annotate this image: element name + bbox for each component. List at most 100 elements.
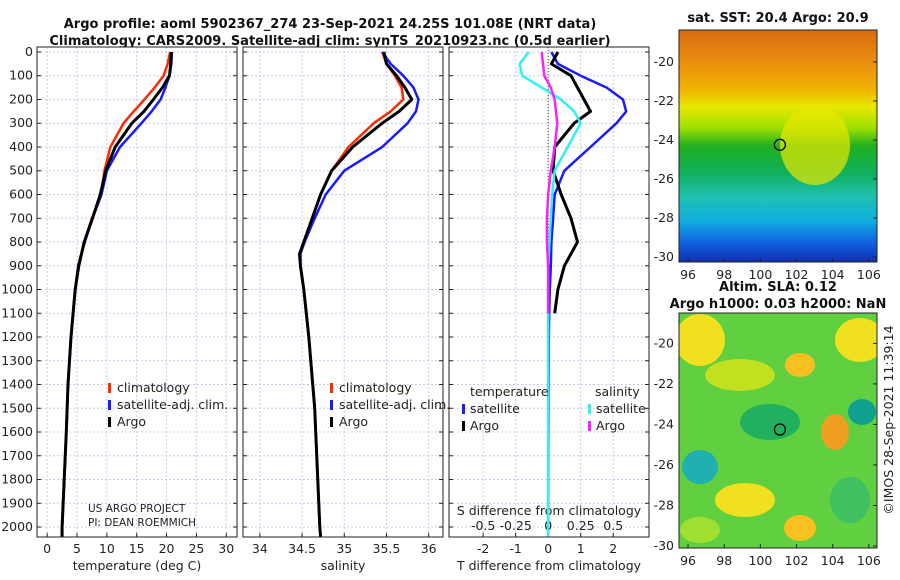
lon-tick-label: 106 (857, 267, 881, 282)
legend-label: Argo (596, 418, 625, 433)
legend-swatch (108, 417, 111, 427)
y-tick-label: 800 (9, 234, 33, 249)
panel-3: -2 -1 0 1 2 T difference from climatology -0.5… (448, 46, 650, 573)
x-tick-label: 10 (99, 541, 115, 556)
plot-frame (242, 46, 444, 538)
y-tick-label: 500 (9, 163, 33, 178)
lon-tick-label: 102 (785, 267, 809, 282)
panel-2: 34 34.5 35 35.5 36 salinity climatology satelli… (242, 46, 450, 573)
x-tick-label: 35.5 (373, 541, 401, 556)
y-tick-label: 900 (9, 258, 33, 273)
argo-location-marker (773, 138, 787, 151)
legend-swatch (330, 400, 333, 410)
x-tick-label: 0 (544, 541, 552, 556)
lon-tick-label: 96 (680, 553, 696, 568)
s-tick-label: 0.25 (567, 518, 595, 533)
map-1-axes: 96 98 100 102 104 106 -20 -22 -24 -26 -28 -30 (654, 29, 881, 282)
timestamp: ©IMOS 28-Sep-2021 11:39:14 (881, 325, 896, 514)
s-tick-label: -0.5 (471, 518, 495, 533)
x-tick-label: 0 (43, 541, 51, 556)
title-line-1: Argo profile: aoml 5902367_274 23-Sep-20… (64, 17, 597, 32)
legend-label: satellite (596, 401, 646, 416)
x-tick-label: 34 (252, 541, 268, 556)
y-tick-label: 100 (9, 68, 33, 83)
legend-label: satellite-adj. clim. (339, 397, 450, 412)
x-tick-label: -1 (509, 541, 521, 556)
y-tick-label: 600 (9, 186, 33, 201)
lat-tick-label: -30 (654, 249, 674, 264)
legend-swatch (588, 404, 591, 414)
lon-tick-label: 104 (821, 267, 845, 282)
panel-1: 0100200300400500600700800900100011001200… (1, 44, 238, 573)
credit-line-1: US ARGO PROJECT (88, 503, 186, 515)
x-axis-label: T difference from climatology (456, 558, 642, 573)
x-tick-label: -2 (477, 541, 489, 556)
lon-tick-label: 102 (785, 553, 809, 568)
lat-tick-label: -20 (654, 335, 674, 350)
series-argo (298, 51, 414, 538)
map-frame (678, 312, 878, 549)
lat-tick-label: -30 (654, 538, 674, 553)
y-tick-label: 1800 (1, 472, 33, 487)
y-tick-label: 1600 (1, 424, 33, 439)
legend-label: satellite-adj. clim. (117, 397, 228, 412)
legend-label: Argo (470, 418, 499, 433)
plot-frame (448, 46, 650, 538)
legend-label: Argo (339, 414, 368, 429)
y-tick-label: 1100 (1, 305, 33, 320)
map-2-axes: 96 98 100 102 104 106 -20 -22 -24 -26 -28 -30 (654, 312, 881, 568)
x-tick-label: 1 (577, 541, 585, 556)
legend-label: Argo (117, 414, 146, 429)
series-argo (60, 51, 173, 537)
y-tick-label: 1000 (1, 282, 33, 297)
map-frame (678, 29, 878, 263)
legend-swatch (330, 417, 333, 427)
y-tick-label: 400 (9, 139, 33, 154)
legend-swatch (108, 383, 111, 393)
legend-swatch (462, 404, 465, 414)
legend-title-temperature: temperature (470, 384, 549, 399)
legend-swatch (108, 400, 111, 410)
y-tick-label: 2000 (1, 519, 33, 534)
title-line-2: Climatology: CARS2009. Satellite-adj cli… (49, 34, 610, 49)
lon-tick-label: 98 (716, 267, 732, 282)
lon-tick-label: 104 (821, 553, 845, 568)
y-tick-label: 700 (9, 210, 33, 225)
argo-location-marker (773, 423, 787, 436)
lat-tick-label: -28 (654, 497, 674, 512)
x-tick-label: 25 (188, 541, 204, 556)
x-axis-label: temperature (deg C) (73, 558, 202, 573)
y-tick-label: 1500 (1, 400, 33, 415)
credit-line-2: PI: DEAN ROEMMICH (88, 517, 196, 529)
s-tick-label: -0.25 (499, 518, 531, 533)
y-tick-label: 1400 (1, 377, 33, 392)
lat-tick-label: -26 (654, 457, 674, 472)
lat-tick-label: -24 (654, 132, 674, 147)
x-tick-label: 5 (73, 541, 81, 556)
x-tick-label: 15 (129, 541, 145, 556)
lat-tick-label: -22 (654, 93, 674, 108)
lon-tick-label: 106 (857, 553, 881, 568)
legend-label: climatology (117, 380, 190, 395)
y-tick-label: 1700 (1, 448, 33, 463)
series-s-argo (540, 51, 559, 314)
sst-map-title: sat. SST: 20.4 Argo: 20.9 (687, 11, 868, 26)
lat-tick-label: -28 (654, 210, 674, 225)
x-axis-label: salinity (321, 558, 366, 573)
plot-area (243, 47, 443, 537)
lat-tick-label: -26 (654, 171, 674, 186)
lon-tick-label: 96 (680, 267, 696, 282)
sla-map-title-1: Altim. SLA: 0.12 (719, 280, 837, 295)
x-tick-label: 2 (609, 541, 617, 556)
series-s-satellite (518, 51, 582, 537)
s-tick-label: 0.5 (603, 518, 623, 533)
lon-tick-label: 98 (716, 553, 732, 568)
x-tick-label: 35 (336, 541, 352, 556)
sst-warm-patch (780, 105, 850, 185)
y-tick-label: 200 (9, 91, 33, 106)
y-tick-label: 1200 (1, 329, 33, 344)
sla-map-title-2: Argo h1000: 0.03 h2000: NaN (670, 297, 887, 312)
x-tick-label: 34.5 (288, 541, 316, 556)
